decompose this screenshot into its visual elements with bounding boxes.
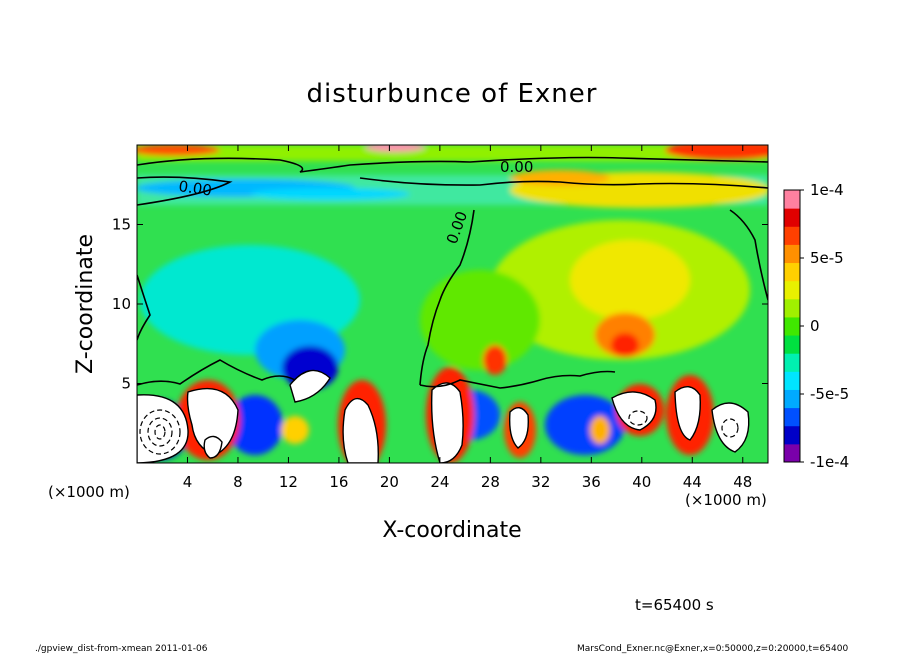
x-tick-label: 28	[481, 473, 500, 491]
colorbar-swatch	[784, 262, 800, 282]
x-tick-label: 32	[531, 473, 550, 491]
colorbar-tick-label: -1e-4	[810, 453, 849, 471]
x-tick-label: 36	[582, 473, 601, 491]
x-tick-label: 12	[279, 473, 298, 491]
y-tick-label: 15	[112, 216, 131, 234]
white-core-8	[674, 386, 701, 441]
x-axis-ticks: 4 8 12 16 20 24 28 32 36 40 44 48	[183, 145, 752, 491]
y-axis-ticks: 5 10 15	[112, 216, 768, 393]
colorbar-swatch	[784, 298, 800, 318]
zero-contour-mid	[359, 177, 768, 189]
neg-contour-5	[721, 418, 739, 438]
white-core-3	[289, 369, 331, 403]
blue-core-right	[545, 395, 625, 455]
top-red-right	[665, 145, 768, 160]
x-tick-label: 40	[632, 473, 651, 491]
colorbar-swatch	[784, 190, 800, 209]
neg-contour-3	[154, 424, 166, 440]
mid-red-right	[611, 333, 639, 357]
zero-contour-right	[729, 209, 768, 301]
colorbar-swatch	[784, 316, 800, 336]
colorbar-ticks: 1e-4 5e-5 0 -5e-5 -1e-4	[800, 181, 849, 471]
red-rim-8	[590, 416, 610, 444]
white-core-10	[203, 435, 223, 459]
negative-contours	[139, 409, 739, 455]
x-unit-right: (×1000 m)	[685, 491, 767, 509]
white-core-1	[137, 394, 189, 463]
zero-contour-upper	[137, 176, 233, 206]
x-tick-label: 48	[733, 473, 752, 491]
neg-contour-1	[139, 409, 181, 455]
top-red-left	[137, 145, 220, 156]
x-axis-label: X-coordinate	[382, 518, 521, 543]
colorbar-swatch	[784, 280, 800, 300]
colorbar-swatch	[784, 226, 800, 245]
colorbar-tick-label: 5e-5	[810, 249, 844, 267]
time-label: t=65400 s	[635, 596, 714, 614]
x-unit-left: (×1000 m)	[48, 483, 130, 501]
colorbar-tick-label: -5e-5	[810, 385, 849, 403]
chart-title: disturbunce of Exner	[307, 79, 598, 109]
plot-area: 0.00 0.00 0.00	[137, 145, 768, 463]
contour-label-top: 0.00	[500, 158, 533, 176]
white-core-9	[711, 402, 750, 453]
y-tick-label: 10	[112, 295, 131, 313]
upper-blue-streak-mid	[250, 188, 410, 200]
y-axis-label: Z-coordinate	[73, 234, 98, 374]
contour-label-left: 0.00	[177, 177, 213, 199]
footer-right: MarsCond_Exner.nc@Exner,x=0:50000,z=0:20…	[577, 644, 848, 654]
x-tick-label: 8	[233, 473, 243, 491]
colorbar-swatch	[784, 425, 800, 445]
field-blobs	[137, 145, 768, 463]
zero-contour-top	[137, 156, 768, 173]
white-core-6	[508, 407, 529, 449]
colorbar	[784, 190, 800, 463]
zero-contour-vertical	[419, 209, 616, 389]
mid-red-center	[483, 345, 507, 375]
zero-contour-left	[137, 274, 151, 341]
white-core-5	[431, 382, 464, 463]
x-tick-label: 20	[380, 473, 399, 491]
colorbar-swatch	[784, 443, 800, 463]
white-core-4	[342, 397, 379, 463]
colorbar-tick-label: 1e-4	[810, 181, 844, 199]
red-rim-7	[281, 416, 309, 444]
x-tick-label: 44	[683, 473, 702, 491]
footer-left: ./gpview_dist-from-xmean 2011-01-06	[35, 644, 208, 654]
colorbar-swatch	[784, 335, 800, 354]
top-pink-center	[365, 145, 425, 152]
colorbar-swatch	[784, 371, 800, 390]
colorbar-swatch	[784, 208, 800, 227]
x-tick-label: 16	[329, 473, 348, 491]
neg-contour-4	[628, 410, 648, 426]
mid-green-center	[420, 270, 540, 370]
zero-contour-low	[137, 359, 296, 386]
colorbar-swatch	[784, 407, 800, 427]
y-tick-label: 5	[121, 375, 131, 393]
colorbar-swatch	[784, 244, 800, 264]
white-cores	[137, 369, 750, 463]
zero-contours	[137, 156, 768, 389]
blue-core-low	[227, 395, 283, 455]
mid-yellow-right	[570, 240, 690, 320]
colorbar-tick-label: 0	[810, 317, 820, 335]
white-core-7	[611, 391, 657, 431]
x-tick-label: 24	[430, 473, 449, 491]
colorbar-swatch	[784, 389, 800, 409]
neg-contour-2	[147, 417, 173, 447]
colorbar-swatch	[784, 353, 800, 372]
x-tick-label: 4	[183, 473, 193, 491]
